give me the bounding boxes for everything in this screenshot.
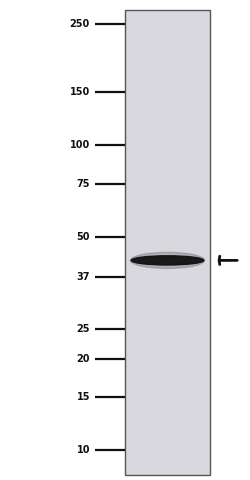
Text: 10: 10 — [76, 445, 90, 456]
Text: 75: 75 — [76, 179, 90, 189]
Ellipse shape — [131, 256, 204, 265]
Ellipse shape — [130, 252, 204, 268]
Text: 37: 37 — [76, 272, 90, 282]
Text: 25: 25 — [76, 324, 90, 334]
Text: 150: 150 — [70, 87, 90, 97]
Text: 100: 100 — [70, 141, 90, 151]
Text: 20: 20 — [76, 354, 90, 364]
Text: 250: 250 — [70, 19, 90, 29]
Text: 15: 15 — [76, 392, 90, 402]
Text: 50: 50 — [76, 232, 90, 242]
